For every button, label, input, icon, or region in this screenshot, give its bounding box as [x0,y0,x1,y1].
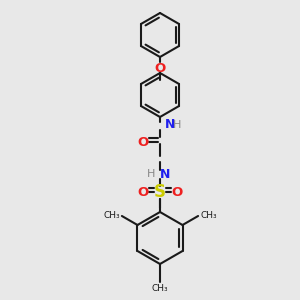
Text: H: H [147,169,155,179]
Text: CH₃: CH₃ [103,212,120,220]
Text: H: H [173,120,182,130]
Text: N: N [165,118,175,131]
Text: O: O [154,61,166,74]
Text: S: S [154,183,166,201]
Text: O: O [137,185,148,199]
Text: O: O [171,185,183,199]
Text: O: O [137,136,148,148]
Text: N: N [160,167,170,181]
Text: CH₃: CH₃ [200,212,217,220]
Text: CH₃: CH₃ [152,284,168,293]
